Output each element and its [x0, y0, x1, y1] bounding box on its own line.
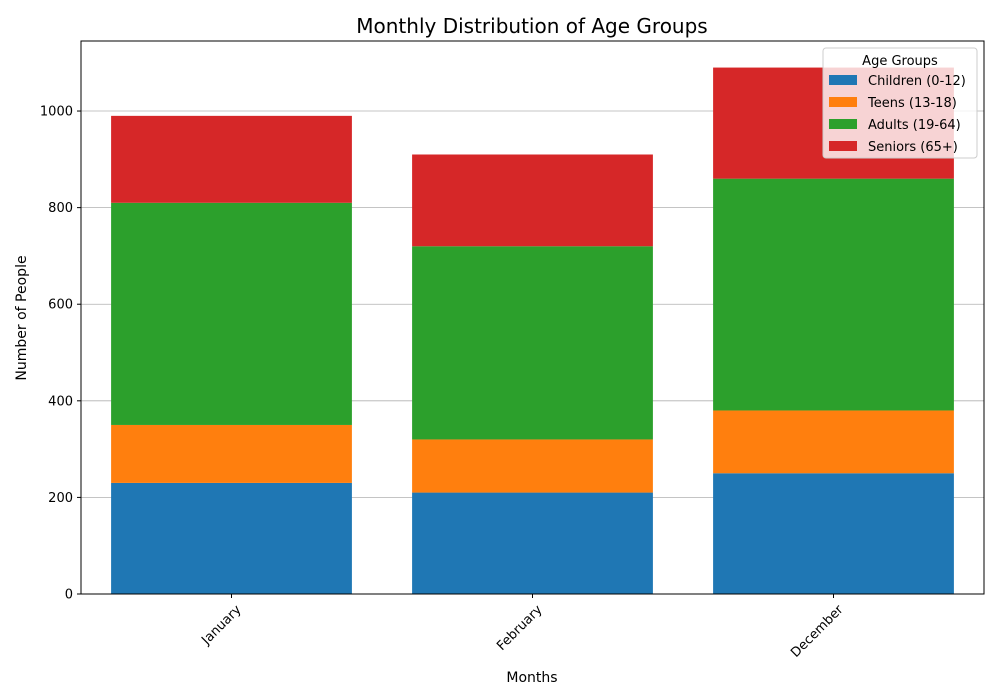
- legend-label-0: Children (0-12): [868, 74, 966, 89]
- bars: [111, 67, 954, 594]
- bar-february-series-1: [412, 439, 653, 493]
- chart-title: Monthly Distribution of Age Groups: [356, 14, 707, 38]
- bar-december-series-1: [713, 410, 954, 474]
- y-tick-label-1: 200: [48, 491, 73, 506]
- bar-january-series-0: [111, 482, 352, 594]
- y-tick-label-4: 800: [48, 201, 73, 216]
- bar-february-series-2: [412, 246, 653, 440]
- bar-january-series-2: [111, 202, 352, 425]
- legend-swatch-3: [829, 141, 857, 151]
- y-tick-label-5: 1000: [40, 105, 73, 120]
- bar-january-series-1: [111, 424, 352, 483]
- x-tick-label-0: January: [198, 602, 244, 648]
- legend: Age Groups Children (0-12) Teens (13-18) Ad…: [822, 47, 978, 159]
- x-axis-ticks: January February December: [198, 594, 847, 661]
- bar-february-series-3: [412, 154, 653, 247]
- x-axis-label: Months: [506, 670, 557, 686]
- bar-february-series-0: [412, 492, 653, 594]
- bar-december-series-0: [713, 473, 954, 594]
- y-tick-label-2: 400: [48, 394, 73, 409]
- legend-swatch-0: [829, 75, 857, 85]
- y-tick-label-0: 0: [65, 588, 73, 603]
- legend-label-2: Adults (19-64): [868, 118, 961, 133]
- y-tick-label-3: 600: [48, 298, 73, 313]
- legend-label-3: Seniors (65+): [868, 140, 958, 155]
- legend-box: [822, 47, 978, 159]
- legend-swatch-1: [829, 97, 857, 107]
- legend-title: Age Groups: [862, 54, 938, 69]
- legend-label-1: Teens (13-18): [867, 96, 957, 111]
- y-axis-ticks: 0 200 400 600 800 1000: [40, 105, 81, 603]
- bar-january-series-3: [111, 115, 352, 203]
- x-tick-label-1: February: [494, 602, 546, 654]
- legend-swatch-2: [829, 119, 857, 129]
- x-tick-label-2: December: [788, 602, 847, 661]
- y-axis-label: Number of People: [14, 255, 30, 380]
- bar-december-series-2: [713, 178, 954, 411]
